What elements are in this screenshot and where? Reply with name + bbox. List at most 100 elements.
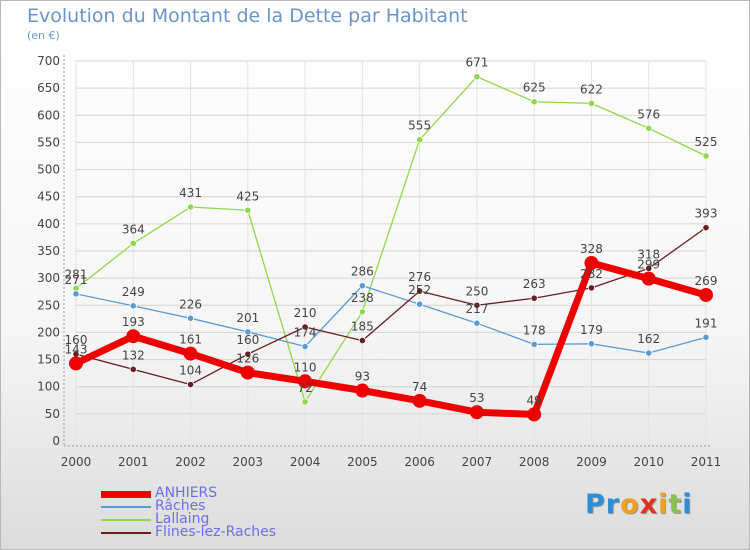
data-point [416,287,424,295]
y-tick-label: 100 [37,380,60,394]
data-point [416,300,424,308]
data-point [358,282,366,290]
data-label: 143 [65,342,88,356]
data-label: 328 [580,242,603,256]
legend-item: Râches [101,498,361,514]
data-label: 271 [65,273,88,287]
legend-label: Flines-lez-Raches [155,524,277,540]
y-tick-label: 50 [45,407,60,421]
logo-letter: r [605,489,621,520]
data-point [358,308,366,316]
data-label: 210 [294,306,317,320]
data-point [129,302,137,310]
y-tick-label: 500 [37,163,60,177]
data-point [645,349,653,357]
y-tick-label: 150 [37,353,60,367]
data-label: 286 [351,265,374,279]
y-tick-label: 550 [37,135,60,149]
x-tick-label: 2004 [290,455,321,469]
data-label: 249 [122,285,145,299]
data-label: 53 [469,391,484,405]
data-point [416,136,424,144]
data-label: 49 [527,393,542,407]
data-point [298,374,313,389]
y-tick-label: 350 [37,244,60,258]
legend-swatch [101,532,151,534]
x-tick-label: 2008 [519,455,550,469]
data-point [129,239,137,247]
y-tick-label: 450 [37,190,60,204]
data-label: 161 [179,333,202,347]
data-point [358,336,366,345]
x-tick-label: 2006 [404,455,435,469]
data-label: 217 [465,302,488,316]
chart-unit-label: (en €) [27,29,60,42]
legend-item: Flines-lez-Raches [101,524,361,540]
data-point [587,284,596,292]
chart-legend: ANHIERS Râches Lallaing Flines-lez-Raches [101,485,361,540]
x-tick-label: 2007 [462,455,493,469]
data-label: 110 [294,360,317,374]
data-label: 425 [236,189,259,203]
legend-label: Lallaing [155,511,210,527]
y-tick-label: 400 [37,217,60,231]
y-tick-label: 250 [37,298,60,312]
data-label: 126 [236,352,259,366]
data-point [186,203,195,211]
data-label: 263 [523,277,546,291]
chart-title: Evolution du Montant de la Dette par Hab… [27,5,468,27]
data-label: 238 [351,291,374,305]
data-point [469,405,484,420]
data-label: 671 [465,56,488,70]
data-point [473,301,481,309]
data-label: 250 [465,284,488,298]
x-tick-label: 2003 [233,455,264,469]
data-label: 576 [637,107,660,121]
x-tick-label: 2005 [347,455,378,469]
data-label: 193 [122,315,145,329]
data-point [587,99,596,107]
y-tick-label: 700 [37,54,60,68]
y-tick-label: 0 [52,434,60,448]
data-point [702,224,710,232]
data-label: 431 [179,186,202,200]
data-label: 185 [351,320,374,334]
data-point [645,264,653,272]
data-point [186,380,195,389]
proxiti-logo: Proxiti [585,489,693,520]
data-label: 282 [580,267,603,281]
y-tick-label: 200 [37,325,60,339]
data-point [301,398,309,406]
data-label: 72 [297,381,312,395]
data-label: 132 [122,348,145,362]
data-point [301,323,309,331]
series-line-flines-lez-raches [75,227,707,386]
data-label: 178 [523,323,546,337]
y-tick-label: 300 [37,271,60,285]
logo-letter: P [585,489,606,520]
data-point [183,346,198,361]
data-point [530,98,538,106]
y-tick-label: 650 [37,81,60,95]
legend-swatch [101,491,151,498]
data-point [587,340,596,348]
data-point [699,287,713,302]
y-tick-label: 600 [37,108,60,122]
data-label: 525 [695,135,718,149]
data-point [240,365,255,380]
data-label: 622 [580,82,603,96]
data-point [530,340,538,348]
legend-item: Lallaing [101,511,361,527]
data-label: 269 [695,274,718,288]
data-point [645,124,653,132]
series-line-lallaing [75,76,707,403]
data-label: 364 [122,222,145,236]
data-label: 252 [408,283,431,297]
series-line-anhiers [74,259,707,418]
data-point [530,294,538,302]
data-point [702,152,710,160]
data-point [702,333,710,341]
data-label: 299 [637,258,660,272]
data-point [186,314,195,322]
